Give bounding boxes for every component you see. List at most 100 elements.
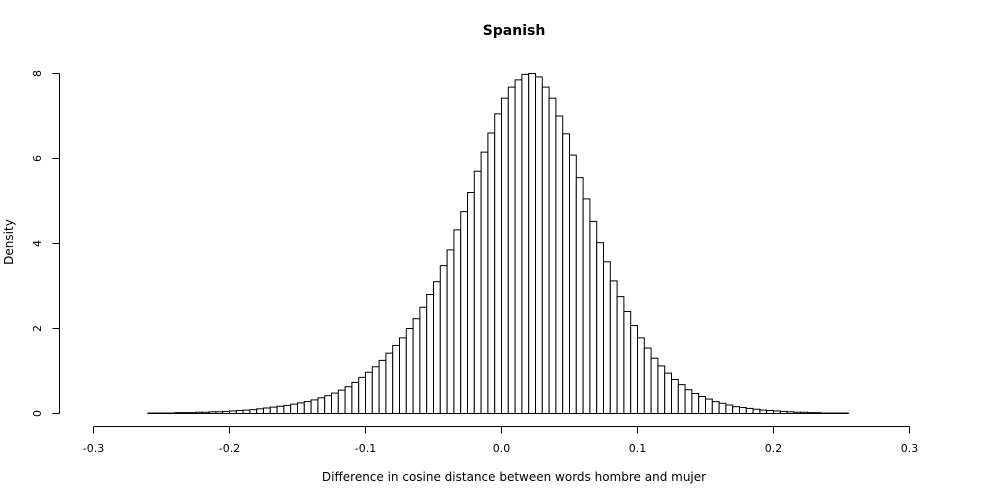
histogram-bar bbox=[235, 410, 244, 414]
histogram-bar bbox=[643, 347, 652, 414]
histogram-bar bbox=[188, 412, 196, 414]
histogram-bar bbox=[269, 406, 278, 415]
histogram-bar bbox=[671, 379, 679, 414]
y-tick-label: 4 bbox=[31, 240, 44, 247]
histogram-bar bbox=[317, 397, 326, 414]
histogram-bar bbox=[514, 79, 523, 415]
histogram-bar bbox=[405, 328, 414, 414]
histogram-bar bbox=[371, 366, 380, 414]
histogram-bar bbox=[786, 411, 795, 414]
x-tick-label: 0.1 bbox=[629, 442, 647, 455]
histogram-bar bbox=[208, 411, 217, 414]
histogram-bar bbox=[739, 407, 747, 414]
histogram-bar bbox=[616, 296, 625, 415]
histogram-bar bbox=[385, 352, 394, 414]
histogram-bar bbox=[174, 412, 183, 414]
histogram-bar bbox=[752, 408, 761, 414]
x-tick-label: 0.2 bbox=[765, 442, 783, 455]
histogram-bar bbox=[541, 86, 550, 414]
x-tick-label: -0.1 bbox=[355, 442, 376, 455]
histogram-bar bbox=[779, 410, 788, 415]
histogram-bar bbox=[589, 220, 598, 414]
histogram-bar bbox=[229, 410, 237, 415]
histogram-bar bbox=[276, 405, 285, 414]
histogram-bar bbox=[473, 170, 482, 414]
histogram-bar bbox=[773, 410, 781, 415]
histogram-bar bbox=[677, 384, 686, 415]
histogram-bar bbox=[433, 281, 441, 414]
histogram-bar bbox=[609, 280, 618, 414]
histogram-bar bbox=[439, 265, 448, 414]
y-axis-label: Density bbox=[2, 219, 16, 265]
x-axis-label: Difference in cosine distance between wo… bbox=[322, 470, 706, 484]
histogram-bar bbox=[378, 359, 387, 415]
histogram-bar bbox=[181, 412, 190, 414]
histogram-bar bbox=[201, 411, 210, 415]
histogram-bar bbox=[732, 406, 741, 415]
histogram-bar bbox=[718, 402, 727, 414]
histogram-bar bbox=[521, 73, 530, 414]
histogram-bar bbox=[324, 395, 333, 414]
histogram-bar bbox=[684, 389, 693, 415]
histogram-bar bbox=[365, 371, 373, 414]
x-tick-label: 0.3 bbox=[901, 442, 919, 455]
histogram-bar bbox=[290, 403, 299, 414]
y-tick-label: 2 bbox=[31, 325, 44, 332]
histogram-bar bbox=[657, 365, 666, 414]
histogram-bar bbox=[535, 76, 543, 415]
histogram-bar bbox=[711, 401, 720, 415]
histogram-bar bbox=[358, 376, 367, 415]
histogram-bar bbox=[562, 133, 571, 414]
histogram-bar bbox=[623, 311, 632, 414]
histogram-bar bbox=[297, 402, 305, 415]
histogram-bar bbox=[555, 115, 564, 414]
histogram-bar bbox=[331, 392, 339, 415]
histogram-bar bbox=[725, 404, 734, 414]
histogram-bar bbox=[460, 211, 469, 415]
y-tick-label: 8 bbox=[31, 70, 44, 77]
histogram-bar bbox=[249, 409, 258, 414]
histogram-bar bbox=[453, 229, 462, 414]
x-tick-label: 0.0 bbox=[493, 442, 511, 455]
histogram-bar bbox=[487, 132, 496, 414]
histogram-bar bbox=[548, 97, 557, 415]
histogram-bar bbox=[501, 97, 509, 415]
histogram-bar bbox=[480, 151, 489, 415]
histogram-bar bbox=[650, 357, 659, 414]
histogram-bar bbox=[446, 249, 455, 415]
histogram-bar bbox=[195, 411, 203, 415]
histogram-bar bbox=[494, 113, 503, 415]
y-axis: 0 2 4 6 8 bbox=[31, 70, 60, 417]
histogram-bar bbox=[215, 411, 224, 414]
histogram-bar bbox=[344, 386, 353, 415]
histogram-bar bbox=[303, 401, 312, 415]
histogram-bars bbox=[147, 73, 849, 415]
histogram-bar bbox=[745, 407, 754, 414]
histogram-bar bbox=[337, 389, 346, 415]
histogram-bar bbox=[426, 294, 435, 414]
histogram-bar bbox=[310, 399, 319, 414]
histogram-bar bbox=[467, 192, 475, 414]
histogram-bar bbox=[575, 177, 584, 415]
x-tick-label: -0.2 bbox=[219, 442, 240, 455]
histogram-bar bbox=[705, 398, 713, 414]
histogram-bar bbox=[630, 325, 639, 414]
histogram-bar bbox=[637, 337, 645, 415]
histogram-bar bbox=[222, 410, 230, 415]
histogram-bar bbox=[691, 393, 700, 414]
histogram-bar bbox=[603, 261, 611, 414]
histogram-bar bbox=[664, 372, 673, 415]
histogram-bar bbox=[256, 408, 265, 415]
histogram-bar bbox=[242, 409, 251, 415]
histogram-bar bbox=[569, 154, 577, 414]
histogram-bar bbox=[392, 345, 401, 414]
histogram-bar bbox=[507, 86, 516, 414]
histogram-bar bbox=[759, 409, 768, 415]
histogram-bar bbox=[766, 410, 775, 414]
y-tick-label: 0 bbox=[31, 410, 44, 417]
histogram-bar bbox=[582, 198, 591, 415]
y-tick-label: 6 bbox=[31, 155, 44, 162]
histogram-bar bbox=[412, 318, 421, 415]
histogram-bar bbox=[813, 412, 822, 414]
